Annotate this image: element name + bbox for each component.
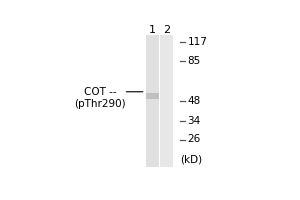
- Text: 48: 48: [188, 96, 201, 106]
- Bar: [160, 35, 173, 167]
- Text: 117: 117: [188, 37, 207, 47]
- Text: 1: 1: [149, 25, 156, 35]
- Bar: [146, 93, 159, 99]
- Bar: [146, 35, 159, 167]
- Text: 34: 34: [188, 116, 201, 126]
- Text: (pThr290): (pThr290): [74, 99, 126, 109]
- Text: (kD): (kD): [181, 155, 202, 165]
- Text: COT --: COT --: [84, 87, 117, 97]
- Text: 85: 85: [188, 56, 201, 66]
- Text: 2: 2: [163, 25, 170, 35]
- Text: 26: 26: [188, 134, 201, 144]
